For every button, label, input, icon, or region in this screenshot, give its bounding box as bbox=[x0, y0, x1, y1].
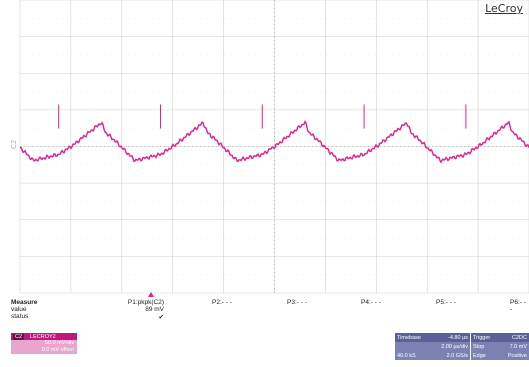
row-label-status: status bbox=[11, 313, 29, 320]
param-p2-label[interactable]: P2:- - - bbox=[212, 299, 232, 306]
waveform-trace-c2 bbox=[19, 120, 529, 164]
param-p4-label[interactable]: P4:- - - bbox=[361, 299, 381, 306]
measure-header: Measure bbox=[11, 299, 38, 306]
scope-display bbox=[19, 0, 529, 294]
trigger-tag: C2DC bbox=[512, 334, 527, 341]
param-p1-value: 89 mV bbox=[145, 306, 164, 313]
timebase-delay: -4.80 µs bbox=[448, 334, 468, 341]
trigger-type: Edge bbox=[473, 352, 486, 359]
row-label-value: value bbox=[11, 306, 27, 313]
lecroy-logo: LeCroy bbox=[485, 2, 523, 15]
trigger-level: 7.0 mV bbox=[509, 343, 527, 350]
param-p6-label[interactable]: P6:- - - bbox=[510, 299, 526, 313]
grid-lines bbox=[19, 0, 529, 294]
trigger-slope: Positive bbox=[507, 352, 527, 359]
c2-tag: C2 bbox=[13, 333, 25, 340]
timebase-rate: 2.0 GS/s bbox=[446, 352, 468, 359]
timebase-samples: 40.0 kS bbox=[397, 352, 416, 359]
param-p1-status: ✔ bbox=[158, 314, 164, 321]
trigger-label: Trigger bbox=[473, 334, 491, 341]
trigger-mode: Stop bbox=[473, 343, 485, 350]
c2-label: LECROY2 bbox=[30, 333, 56, 340]
measure-table[interactable]: Measure value status P1:pkpk(C2) 89 mV ✔… bbox=[0, 299, 529, 337]
timebase-label: Timebase bbox=[397, 334, 421, 341]
param-p3-label[interactable]: P3:- - - bbox=[287, 299, 307, 306]
channel-c2-descriptor[interactable]: C2 LECROY2 50.0 mV/div 0.0 mV offset bbox=[11, 333, 77, 354]
timebase-descriptor[interactable]: Timebase -4.80 µs 2.00 µs/div 40.0 kS 2.… bbox=[395, 333, 470, 360]
c2-volts-div: 50.0 mV/div bbox=[44, 340, 74, 346]
param-p1-label[interactable]: P1:pkpk(C2) bbox=[127, 299, 164, 306]
timebase-time-div: 2.00 µs/div bbox=[441, 343, 468, 350]
param-p5-label[interactable]: P5:- - - bbox=[436, 299, 456, 306]
trigger-descriptor[interactable]: Trigger C2DC Stop 7.0 mV Edge Positive bbox=[471, 333, 529, 360]
c2-offset: 0.0 mV offset bbox=[41, 346, 74, 353]
trigger-position-marker bbox=[148, 292, 154, 297]
channel-marker: C2 bbox=[10, 140, 18, 149]
